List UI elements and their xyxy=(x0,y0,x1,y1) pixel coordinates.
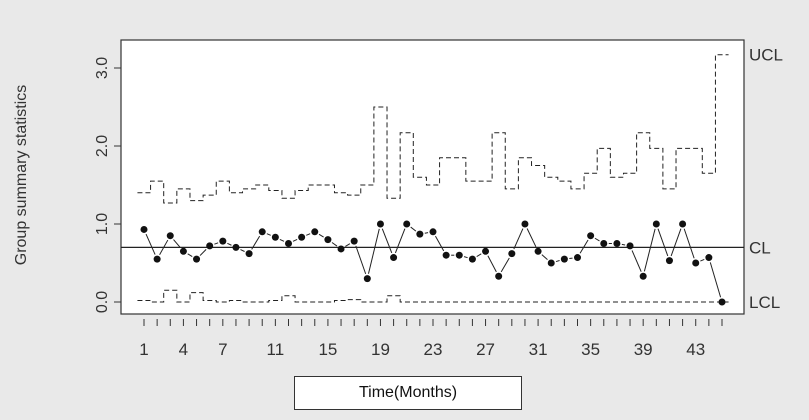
y-tick-label: 2.0 xyxy=(94,135,111,157)
stat-point xyxy=(548,260,555,267)
stat-point xyxy=(193,256,200,263)
stat-point xyxy=(495,273,502,280)
stat-point xyxy=(653,221,660,228)
stat-point xyxy=(311,228,318,235)
stat-point xyxy=(666,257,673,264)
plot-frame xyxy=(121,40,744,314)
stat-point xyxy=(482,248,489,255)
stat-point xyxy=(364,275,371,282)
x-tick-label: 27 xyxy=(476,340,495,359)
stat-point xyxy=(679,221,686,228)
x-tick-label: 4 xyxy=(179,340,188,359)
stat-point xyxy=(561,256,568,263)
stat-point xyxy=(338,245,345,252)
stat-point xyxy=(390,254,397,261)
x-tick-label: 11 xyxy=(267,340,285,359)
stat-point xyxy=(535,248,542,255)
stat-point xyxy=(298,234,305,241)
stat-point xyxy=(600,240,607,247)
stat-point xyxy=(469,256,476,263)
stat-point xyxy=(719,299,726,306)
stat-point xyxy=(403,221,410,228)
y-tick-label: 1.0 xyxy=(94,213,111,235)
x-tick-label: 35 xyxy=(581,340,600,359)
y-axis-label: Group summary statistics xyxy=(13,85,31,265)
stat-point xyxy=(180,248,187,255)
x-axis-label-box: Time(Months) xyxy=(294,376,522,410)
stat-segment xyxy=(622,244,625,245)
stat-point xyxy=(259,228,266,235)
stat-point xyxy=(232,244,239,251)
stat-point xyxy=(377,221,384,228)
stat-segment xyxy=(425,233,428,234)
stat-point xyxy=(219,238,226,245)
stat-point xyxy=(692,260,699,267)
stat-point xyxy=(246,250,253,257)
stat-point xyxy=(206,242,213,249)
stat-point xyxy=(285,240,292,247)
cl-label: CL xyxy=(749,238,771,257)
stat-point xyxy=(705,254,712,261)
stat-point xyxy=(443,252,450,259)
stat-point xyxy=(351,238,358,245)
x-tick-label: 1 xyxy=(139,340,148,359)
x-tick-label: 39 xyxy=(634,340,653,359)
stat-point xyxy=(430,228,437,235)
x-axis-label: Time(Months) xyxy=(359,384,457,402)
ucl-label: UCL xyxy=(749,46,783,65)
stat-point xyxy=(416,231,423,238)
x-tick-label: 23 xyxy=(424,340,443,359)
stat-point xyxy=(613,240,620,247)
stat-point xyxy=(508,250,515,257)
stat-point xyxy=(167,232,174,239)
x-tick-label: 43 xyxy=(686,340,705,359)
x-tick-label: 19 xyxy=(371,340,390,359)
stat-point xyxy=(587,232,594,239)
lcl-label: LCL xyxy=(749,293,780,312)
stat-point xyxy=(272,234,279,241)
stat-point xyxy=(640,273,647,280)
x-tick-label: 31 xyxy=(529,340,548,359)
stat-point xyxy=(456,252,463,259)
stat-point xyxy=(574,254,581,261)
stat-point xyxy=(627,242,634,249)
y-tick-label: 3.0 xyxy=(94,57,111,79)
y-tick-label: 0.0 xyxy=(94,291,111,313)
stat-point xyxy=(141,226,148,233)
stat-point xyxy=(521,221,528,228)
x-tick-label: 15 xyxy=(318,340,337,359)
stat-point xyxy=(154,256,161,263)
stat-point xyxy=(324,236,331,243)
x-tick-label: 7 xyxy=(218,340,227,359)
